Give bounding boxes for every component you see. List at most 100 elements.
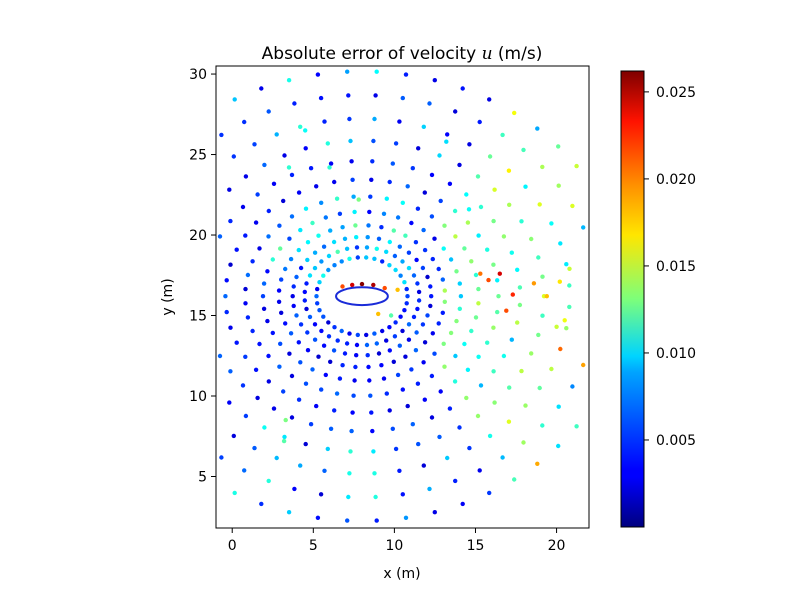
x-axis-label: x (m) [383,566,420,582]
data-point [392,253,398,259]
data-point [535,126,540,131]
data-point [366,223,371,228]
data-point [243,286,248,292]
data-point [384,391,389,396]
data-point [376,351,382,356]
data-point [427,486,432,492]
data-point [397,119,402,124]
data-point [350,177,355,182]
data-point [348,449,353,454]
data-point [367,378,372,383]
data-point [400,200,405,205]
data-point [316,233,321,238]
data-point [364,332,369,338]
data-point [294,274,299,280]
data-point [380,328,385,334]
data-point [512,477,517,482]
data-point [266,478,271,484]
data-point [260,294,266,299]
data-point [556,443,561,449]
data-point [286,510,292,515]
colorbar-tick-label: 0.020 [656,172,696,188]
data-point [507,202,512,207]
data-point [388,313,394,318]
plot-frame [215,65,590,529]
data-point [432,236,437,241]
data-point [425,274,430,280]
data-point [429,415,435,420]
data-point [328,228,333,233]
data-point [429,172,435,178]
data-point [289,415,295,420]
data-point [387,239,392,245]
data-point [478,204,484,210]
data-point [403,354,408,359]
data-point [457,306,462,311]
data-point [270,257,275,262]
data-point [303,381,309,386]
data-point [302,298,307,303]
data-point [558,346,563,352]
data-point [354,235,359,240]
data-point [261,306,267,311]
data-point [405,403,410,409]
data-point [429,373,435,379]
data-point [475,413,481,419]
data-point [253,220,259,225]
data-point [354,342,360,348]
data-point [393,446,399,452]
x-tick-label: 5 [309,538,318,554]
data-point [257,341,262,347]
data-point [305,348,311,353]
data-point [359,281,365,287]
data-point [255,192,260,197]
data-point [517,285,523,290]
data-point [344,341,350,346]
chart-title: Absolute error of velocity u (m/s) [262,44,543,64]
data-point [405,184,410,189]
data-point [346,93,351,98]
data-point [372,471,377,476]
data-point [317,308,322,313]
data-point [504,308,509,313]
data-point [432,351,437,356]
data-point [282,153,287,158]
data-point [376,236,382,241]
x-tick-label: 20 [548,538,566,554]
data-point [332,179,337,185]
data-point [556,144,561,149]
y-tick-label: 25 [189,148,207,164]
data-point [473,315,479,320]
data-point [292,486,297,492]
data-point [567,283,572,288]
data-point [562,318,567,323]
data-point [457,162,462,168]
data-point [485,247,490,252]
data-point [460,86,465,91]
data-point [416,298,422,303]
data-point [390,426,395,431]
data-point [453,109,458,114]
data-point [321,273,326,278]
data-point [296,397,302,402]
data-point [296,190,302,195]
data-point [415,281,420,286]
data-point [325,141,330,146]
data-point [353,364,358,370]
data-point [442,299,447,304]
y-axis-ticks: 5 10 15 20 25 30 [189,67,216,485]
data-point [270,330,275,336]
data-point [372,256,377,261]
data-point [466,207,472,212]
data-point [453,478,458,484]
data-point [308,422,314,427]
data-point [380,259,385,264]
data-point [326,334,332,339]
data-point [409,367,414,372]
data-point [334,196,340,201]
data-point [348,138,353,144]
data-point [224,278,229,283]
data-point [298,463,303,468]
data-point [315,515,321,520]
data-point [395,287,400,292]
